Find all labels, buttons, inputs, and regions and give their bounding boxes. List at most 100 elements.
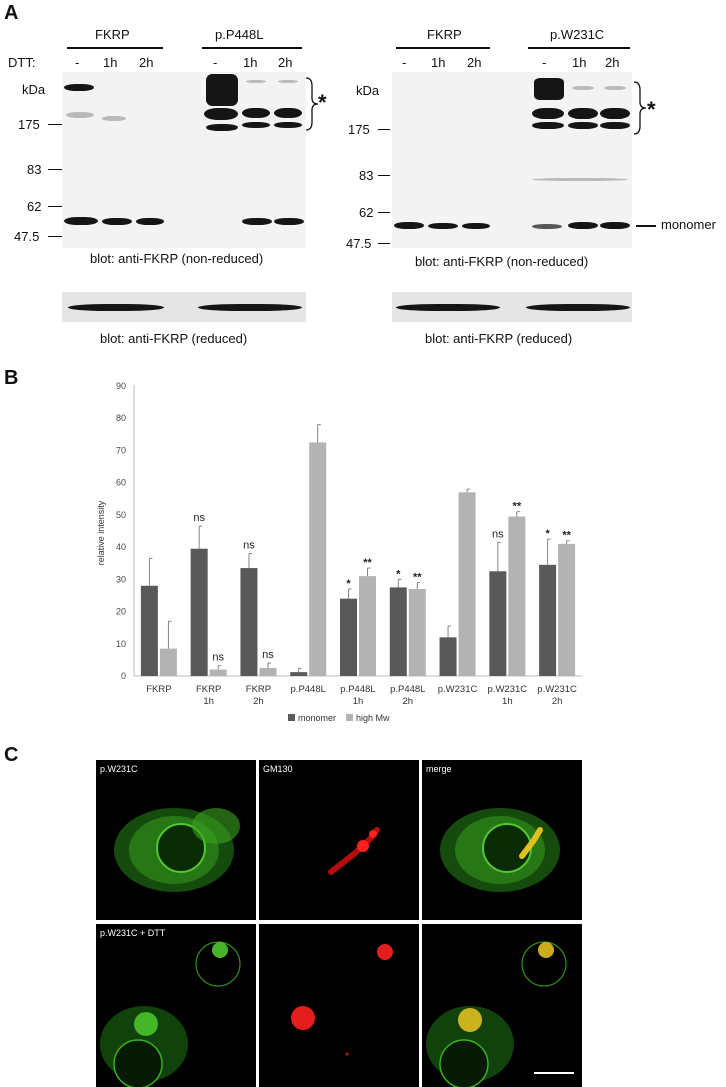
micrograph-row1-gm130: GM130: [259, 760, 419, 920]
legend-swatch-high-mw: [346, 714, 353, 721]
right-group-w231c-label: p.W231C: [550, 27, 605, 42]
category-label-0-0: FKRP: [146, 684, 171, 695]
category-label-7-0: p.W231C: [488, 684, 528, 695]
micrograph-row1-pw231c: p.W231C: [96, 760, 256, 920]
right-group-fkrp-line: [396, 47, 490, 49]
left-lane-4: -: [213, 55, 218, 70]
category-label-1-0: FKRP: [196, 684, 221, 695]
sig-label-0-1: ns: [193, 512, 205, 524]
bar-high-Mw-6: [458, 492, 476, 676]
bar-monomer-3: [290, 672, 308, 676]
left-marker-175: 175: [18, 117, 40, 132]
right-marker-62-tick: [378, 212, 390, 214]
right-marker-47: 47.5: [346, 236, 372, 251]
bar-monomer-1: [190, 548, 208, 676]
right-marker-83: 83: [359, 168, 374, 183]
sig-label-0-5: *: [396, 568, 401, 580]
right-marker-175: 175: [348, 122, 370, 137]
left-group-fkrp-label: FKRP: [95, 27, 130, 42]
micrograph-row1-gm130-label: GM130: [263, 764, 293, 774]
left-marker-47: 47.5: [14, 229, 40, 244]
left-blot-nonreduced: [62, 72, 306, 248]
right-marker-62: 62: [359, 205, 374, 220]
category-label-6-0: p.W231C: [438, 684, 478, 695]
left-marker-47-tick: [48, 236, 62, 238]
bar-monomer-4: [340, 598, 357, 676]
sig-label-1-8: **: [562, 530, 571, 542]
y-tick-label-40: 40: [116, 542, 126, 552]
right-kda-label: kDa: [356, 83, 380, 98]
bar-high-Mw-2: [259, 667, 277, 676]
category-label-4-0: p.P448L: [340, 684, 375, 695]
bar-high-Mw-8: [558, 543, 576, 676]
scale-bar: [534, 1072, 574, 1074]
micrograph-row2-merge-image: [426, 941, 567, 1087]
bar-high-Mw-3: [309, 442, 327, 676]
category-label-8-0: p.W231C: [537, 684, 577, 695]
bar-monomer-6: [439, 637, 457, 676]
right-group-w231c-line: [528, 47, 630, 49]
left-marker-175-tick: [48, 124, 62, 126]
sig-label-0-8: *: [545, 528, 550, 540]
sig-label-0-4: *: [346, 578, 351, 590]
right-caption-reduced: blot: anti-FKRP (reduced): [425, 331, 573, 346]
category-label-1-1: 1h: [203, 696, 214, 707]
micrograph-row1-pw231c-image: [114, 808, 240, 892]
left-lane-2: 1h: [103, 55, 118, 70]
bar-high-Mw-0: [159, 648, 177, 676]
left-lane-6: 2h: [278, 55, 293, 70]
right-group-fkrp-label: FKRP: [427, 27, 462, 42]
bar-high-Mw-4: [359, 576, 376, 676]
right-lane-1: -: [402, 55, 407, 70]
y-axis-title: relative intensity: [96, 500, 106, 565]
category-label-2-1: 2h: [253, 696, 264, 707]
micrograph-row1-merge-label: merge: [426, 764, 452, 774]
bar-monomer-2: [240, 568, 258, 676]
panel-a-letter: A: [4, 2, 19, 24]
left-blot-reduced: [62, 292, 306, 322]
monomer-pointer-line: [636, 225, 656, 227]
dtt-label: DTT:: [8, 55, 36, 70]
micrograph-row2-gm130: [259, 924, 419, 1087]
right-marker-175-tick: [378, 129, 390, 131]
micrograph-row2-pw231c-dtt-image: [100, 941, 241, 1087]
left-group-fkrp-line: [67, 47, 163, 49]
y-tick-label-50: 50: [116, 510, 126, 520]
category-label-3-0: p.P448L: [291, 684, 326, 695]
left-marker-83: 83: [27, 162, 42, 177]
micrograph-row1-pw231c-label: p.W231C: [100, 764, 138, 774]
legend-label-monomer: monomer: [298, 713, 336, 723]
sig-label-1-1: ns: [212, 652, 224, 664]
left-lane-5: 1h: [243, 55, 258, 70]
right-caption-nonreduced: blot: anti-FKRP (non-reduced): [415, 254, 589, 269]
category-label-5-0: p.P448L: [390, 684, 425, 695]
micrograph-row2-gm130-image: [291, 944, 393, 1056]
right-lane-3: 2h: [467, 55, 482, 70]
left-caption-reduced: blot: anti-FKRP (reduced): [100, 331, 248, 346]
left-brace: [305, 77, 319, 131]
bar-high-Mw-5: [408, 589, 426, 676]
micrograph-row1-gm130-image: [328, 827, 380, 875]
right-asterisk: *: [647, 97, 656, 122]
left-group-p448l-line: [202, 47, 302, 49]
category-label-7-1: 1h: [502, 696, 513, 707]
y-tick-label-80: 80: [116, 413, 126, 423]
right-blot-reduced: [392, 292, 632, 322]
y-tick-label-70: 70: [116, 445, 126, 455]
bar-monomer-7: [489, 571, 507, 676]
right-lane-2: 1h: [431, 55, 446, 70]
left-kda-label: kDa: [22, 82, 46, 97]
left-marker-83-tick: [48, 169, 62, 171]
left-caption-nonreduced: blot: anti-FKRP (non-reduced): [90, 251, 264, 266]
right-lane-5: 1h: [572, 55, 587, 70]
y-tick-label-90: 90: [116, 381, 126, 391]
panel-b-letter: B: [4, 367, 19, 389]
bar-high-Mw-7: [508, 516, 526, 676]
micrograph-row1-merge-image: [440, 808, 560, 892]
bar-monomer-0: [140, 585, 158, 676]
legend-label-high-mw: high Mw: [356, 713, 390, 723]
left-lane-1: -: [75, 55, 80, 70]
left-lane-3: 2h: [139, 55, 154, 70]
sig-label-1-7: **: [513, 501, 522, 513]
right-blot-nonreduced: [392, 72, 632, 248]
